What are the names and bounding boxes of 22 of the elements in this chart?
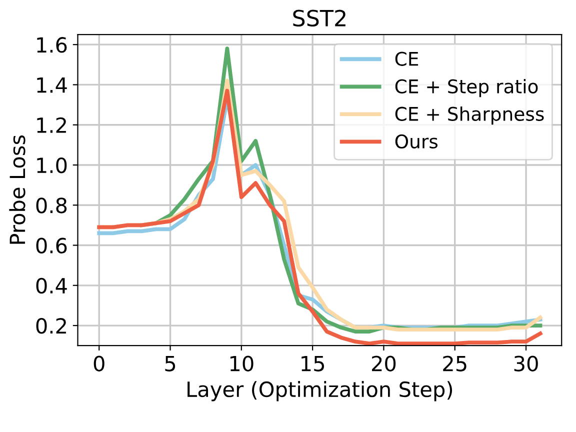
y-tick-label: 1.2 — [37, 117, 66, 133]
y-tick-label: 0.4 — [36, 278, 67, 294]
legend-label: CE + Step ratio — [395, 78, 538, 98]
x-tick-label: 0 — [94, 356, 104, 372]
x-tick-label: 15 — [302, 356, 324, 372]
y-axis-title: Probe Loss — [9, 135, 26, 244]
y-tick-label: 1.4 — [37, 77, 67, 93]
x-axis-title: Layer (Optimization Step) — [188, 381, 452, 402]
x-tick-label: 30 — [514, 356, 538, 372]
chart-title: SST2 — [293, 10, 346, 27]
y-tick-label: 1.6 — [37, 37, 67, 53]
y-tick-label: 0.6 — [36, 238, 67, 254]
y-tick-label: 0.8 — [36, 198, 67, 214]
legend-label: CE + Sharpness — [395, 106, 544, 125]
x-tick-label: 25 — [443, 356, 466, 372]
x-tick-label: 5 — [165, 356, 176, 372]
y-tick-label: 1.0 — [37, 157, 67, 174]
x-tick-label: 20 — [372, 356, 396, 372]
y-tick-label: 0.2 — [36, 318, 66, 334]
legend-label: Ours — [395, 134, 438, 149]
x-tick-label: 10 — [230, 356, 254, 372]
legend-label: CE — [395, 52, 418, 66]
